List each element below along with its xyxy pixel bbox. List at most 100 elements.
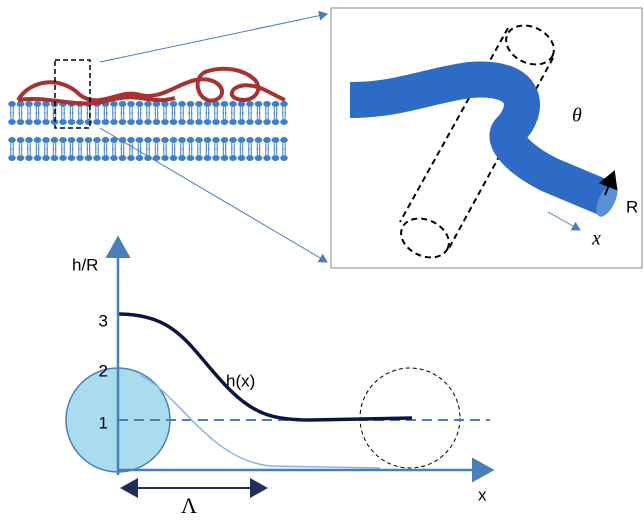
lipid [280,155,288,161]
lipid [170,119,178,125]
lipid [8,155,16,161]
lipid [51,155,59,161]
tick-label: 3 [99,311,108,330]
lipid [195,101,203,107]
lipid [110,119,118,125]
lipid [229,155,237,161]
lipid [8,101,16,107]
lipid [127,155,135,161]
lipid [212,155,220,161]
lipid [255,101,263,107]
lipid [263,101,271,107]
lipid [110,155,118,161]
lipid [255,155,263,161]
lipid [136,137,144,143]
zoom-line [100,128,327,262]
lipid [102,119,110,125]
lipid [238,155,246,161]
lipid [51,137,59,143]
lipid [212,137,220,143]
lipid [187,119,195,125]
lipid [34,155,42,161]
radius-label: R [626,197,638,216]
lipid [68,155,76,161]
lipid [221,137,229,143]
lipid [144,119,152,125]
lipid [161,155,169,161]
lipid [195,137,203,143]
lipid [221,155,229,161]
lipid [263,119,271,125]
inset-x-label: x [591,228,601,250]
lipid [93,137,101,143]
lipid [212,119,220,125]
lipid [221,119,229,125]
lipid [85,137,93,143]
lipid [178,101,186,107]
lipid [127,101,135,107]
lipid [263,155,271,161]
lipid [17,101,25,107]
lipid [170,155,178,161]
tick-label: 1 [99,413,108,432]
lipid [195,119,203,125]
lipid [170,101,178,107]
lipid [144,137,152,143]
lipid [136,119,144,125]
lipid [76,137,84,143]
lipid [17,119,25,125]
lipid [178,155,186,161]
lipid [110,101,118,107]
lipid [85,155,93,161]
polymer [18,69,285,104]
lipid [178,137,186,143]
length-label: Λ [181,493,197,518]
lipid [263,137,271,143]
lipid [42,119,50,125]
lipid [238,119,246,125]
lipid [272,137,280,143]
lipid [68,119,76,125]
lipid [119,155,127,161]
lipid [25,137,33,143]
lipid [229,137,237,143]
lipid [136,155,144,161]
lipid [178,119,186,125]
lipid [246,155,254,161]
lipid [76,155,84,161]
lipid [161,137,169,143]
lipid [153,137,161,143]
lipid [17,137,25,143]
lipid [204,119,212,125]
lipid [255,119,263,125]
membrane [8,101,288,161]
zoom-line [100,14,327,62]
lipid [127,119,135,125]
lipid [136,101,144,107]
lipid [153,119,161,125]
lipid [187,155,195,161]
lipid [280,137,288,143]
lipid [102,137,110,143]
lipid [170,137,178,143]
lipid [34,101,42,107]
y-axis-label: h/R [72,255,98,274]
lipid [59,119,67,125]
lipid [59,155,67,161]
lipid [34,137,42,143]
x-axis-label: x [478,485,487,504]
lipid [76,119,84,125]
lipid [238,137,246,143]
lipid [246,101,254,107]
angle-label: θ [572,105,582,127]
lipid [246,119,254,125]
lipid [119,119,127,125]
lipid [255,137,263,143]
lipid [25,101,33,107]
lipid [25,155,33,161]
lipid [119,101,127,107]
lipid [204,155,212,161]
lipid [25,119,33,125]
lipid [85,119,93,125]
lipid [161,119,169,125]
